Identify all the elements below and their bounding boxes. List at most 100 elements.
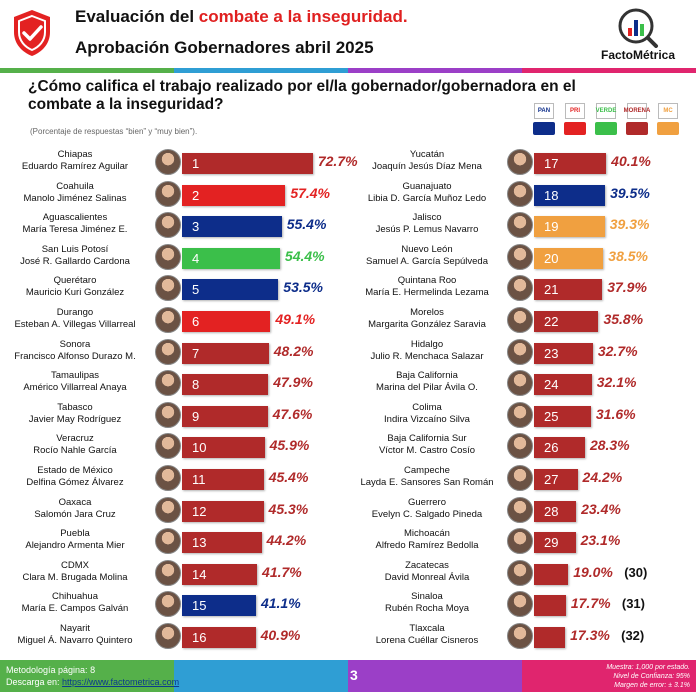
approval-bar xyxy=(182,216,282,238)
download-link[interactable]: https://www.factometrica.com xyxy=(62,677,180,687)
governor-row: Colima Indira Vizcaíno Silva 25 31.6% xyxy=(352,400,696,433)
approval-value: 72.7% xyxy=(317,153,358,169)
governor-names: Colima Indira Vizcaíno Silva xyxy=(352,402,502,426)
approval-bar xyxy=(182,500,264,522)
party-legend-item: MORENA xyxy=(624,103,650,135)
approval-value: 45.9% xyxy=(269,437,310,454)
margin-text: Margen de error: ± 3.1% xyxy=(614,682,690,689)
approval-bar xyxy=(182,405,268,427)
methodology-text: Metodología página: 8 xyxy=(6,665,96,675)
governor-row: Hidalgo Julio R. Menchaca Salazar 23 32.7% xyxy=(352,337,696,370)
governor-photo xyxy=(507,338,533,365)
governor-names: Nuevo León Samuel A. García Sepúlveda xyxy=(352,244,502,268)
approval-bar xyxy=(182,247,280,269)
approval-value: 38.5% xyxy=(608,247,648,264)
governor-photo xyxy=(507,243,533,270)
governor-row: Nayarit Miguel Á. Navarro Quintero 16 40.9% xyxy=(0,621,345,654)
footer-bar xyxy=(0,660,696,692)
governor-names: Sinaloa Rubén Rocha Moya xyxy=(352,591,502,615)
governor-name: Libia D. García Muñoz Ledo xyxy=(367,192,487,204)
survey-question: ¿Cómo califica el trabajo realizado por … xyxy=(28,78,576,113)
governor-photo xyxy=(155,465,181,491)
state-name: Colima xyxy=(412,401,442,413)
governor-photo xyxy=(507,528,533,555)
party-color-swatch xyxy=(595,122,617,135)
governor-names: Coahuila Manolo Jiménez Salinas xyxy=(0,181,150,205)
rank-number: 25 xyxy=(544,408,559,424)
rank-number: 28 xyxy=(544,503,559,519)
approval-value: 32.1% xyxy=(596,374,637,391)
approval-bar xyxy=(182,279,279,301)
rank-number: 7 xyxy=(192,345,200,361)
state-name: Tamaulipas xyxy=(50,370,100,382)
governor-row: Tamaulipas Américo Villarreal Anaya 8 47.9% xyxy=(0,368,345,401)
chart-note: (Porcentaje de respuestas “bien” y “muy … xyxy=(30,127,198,136)
governor-names: Sonora Francisco Alfonso Durazo M. xyxy=(0,339,150,363)
approval-bar xyxy=(182,342,269,364)
governor-name: Rubén Rocha Moya xyxy=(385,603,469,615)
approval-bar xyxy=(182,532,262,554)
state-name: Sinaloa xyxy=(411,591,443,603)
governor-names: Jalisco Jesús P. Lemus Navarro xyxy=(352,212,502,236)
governor-name: Julio R. Menchaca Salazar xyxy=(370,350,484,362)
state-name: Coahuila xyxy=(56,180,94,192)
governor-photo xyxy=(155,212,181,239)
governor-name: Víctor M. Castro Cosío xyxy=(378,445,476,457)
rank-number: 17 xyxy=(544,156,559,171)
governor-name: Indira Vizcaíno Silva xyxy=(384,413,470,425)
governor-photo xyxy=(155,370,181,397)
governor-row: Tabasco Javier May Rodríguez 9 47.6% xyxy=(0,400,345,433)
governor-row: San Luis Potosí José R. Gallardo Cardona 4… xyxy=(0,242,345,275)
governor-names: Baja California Marina del Pilar Ávila O. xyxy=(352,370,502,394)
party-legend-item: PAN xyxy=(531,103,557,135)
governor-photo xyxy=(507,275,533,302)
governor-row: Coahuila Manolo Jiménez Salinas 2 57.4% xyxy=(0,179,345,212)
governor-name: Jesús P. Lemus Navarro xyxy=(375,224,479,236)
governor-row: Chihuahua María E. Campos Galván 15 41.1% xyxy=(0,589,345,622)
rank-number: 5 xyxy=(192,282,200,298)
governor-photo xyxy=(155,433,181,460)
governor-photo xyxy=(155,623,181,649)
rank-number: 21 xyxy=(544,282,559,298)
rank-number: (31) xyxy=(621,596,645,612)
approval-bar xyxy=(534,469,578,490)
survey-specs: Muestra: 1,000 por estado. Nivel de Conf… xyxy=(540,663,690,690)
governor-name: María E. Campos Galván xyxy=(21,603,129,615)
governor-names: Querétaro Mauricio Kuri González xyxy=(0,275,150,299)
governor-names: Chihuahua María E. Campos Galván xyxy=(0,591,150,615)
approval-value: 53.5% xyxy=(283,279,323,296)
approval-value: 23.1% xyxy=(580,532,621,549)
approval-value: 17.3% xyxy=(570,627,610,643)
approval-value: 40.1% xyxy=(611,153,651,169)
approval-bar xyxy=(534,563,569,585)
governor-names: Quintana Roo María E. Hermelinda Lezama xyxy=(352,275,502,299)
rank-number: 22 xyxy=(544,314,559,329)
governor-row: Quintana Roo María E. Hermelinda Lezama 21… xyxy=(352,273,696,306)
approval-bar xyxy=(534,279,603,301)
governor-row: Estado de México Delfina Gómez Álvarez 11 4… xyxy=(0,463,345,496)
governor-names: Nayarit Miguel Á. Navarro Quintero xyxy=(0,623,150,647)
party-color-swatch xyxy=(564,122,586,135)
governor-name: Américo Villarreal Anaya xyxy=(23,382,127,394)
governor-row: Nuevo León Samuel A. García Sepúlveda 20 38… xyxy=(352,242,696,275)
rank-number: 27 xyxy=(544,472,559,487)
rank-number: 1 xyxy=(192,156,200,171)
governor-name: Rocío Nahle García xyxy=(33,445,117,457)
rank-number: 4 xyxy=(192,250,200,266)
rank-number: 26 xyxy=(544,440,559,456)
rank-number: 18 xyxy=(544,187,559,203)
governor-name: Mauricio Kuri González xyxy=(25,287,125,299)
governor-name: Salomón Jara Cruz xyxy=(34,508,116,520)
governor-row: Yucatán Joaquín Jesús Díaz Mena 17 40.1% xyxy=(352,147,696,180)
rank-number: 20 xyxy=(544,250,559,266)
governor-names: Chiapas Eduardo Ramírez Aguilar xyxy=(0,149,150,173)
approval-bar xyxy=(534,595,566,617)
party-logo: PAN xyxy=(534,103,554,119)
governor-photo xyxy=(507,212,533,239)
governor-name: Eduardo Ramírez Aguilar xyxy=(21,161,129,172)
governor-name: Marina del Pilar Ávila O. xyxy=(376,382,478,394)
governor-row: Michoacán Alfredo Ramírez Bedolla 29 23.1% xyxy=(352,526,696,559)
governor-row: Veracruz Rocío Nahle García 10 45.9% xyxy=(0,431,345,464)
approval-value: 23.4% xyxy=(581,500,621,517)
state-name: Guerrero xyxy=(407,496,446,508)
